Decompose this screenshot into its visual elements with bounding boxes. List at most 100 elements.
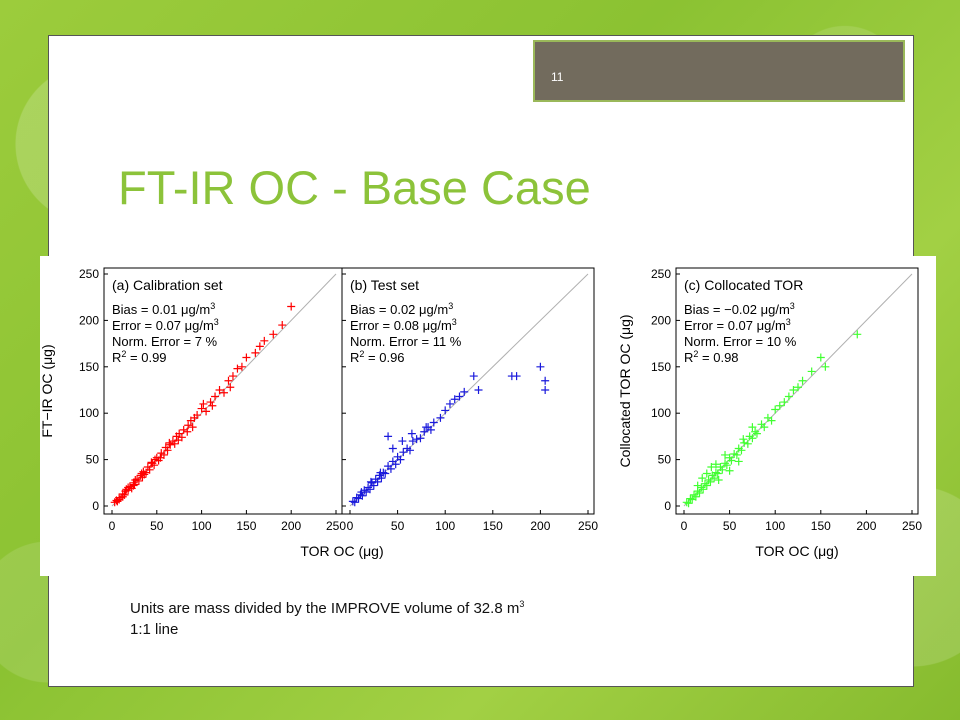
- data-point: [721, 459, 730, 468]
- data-point: [441, 406, 450, 415]
- data-point: [700, 479, 709, 488]
- data-point: [206, 398, 215, 407]
- data-point: [151, 455, 160, 464]
- data-point: [260, 336, 269, 345]
- y-tick-label: 100: [79, 406, 99, 420]
- data-point: [771, 405, 780, 414]
- data-point: [816, 353, 825, 362]
- panel-label: (c) Collocated TOR: [684, 277, 803, 293]
- data-point: [722, 461, 731, 470]
- caption-line-note: 1:1 line: [130, 621, 179, 638]
- chart-panel-2: 0 50 100 150 200 250 (b) Test set Bias = 0.02 μ…: [300, 267, 598, 559]
- data-point: [220, 388, 228, 397]
- data-point: [190, 413, 199, 422]
- x-tick-label: 100: [192, 519, 212, 533]
- data-point: [536, 362, 545, 371]
- data-point: [702, 481, 711, 490]
- data-point: [170, 439, 179, 448]
- x-tick-label: 50: [150, 519, 164, 533]
- data-point: [251, 348, 260, 357]
- data-point: [474, 386, 483, 394]
- x-tick-label: 150: [483, 519, 503, 533]
- data-point: [748, 423, 757, 432]
- data-point: [714, 476, 723, 485]
- stat-label: Error = 0.08 μg/m3: [350, 317, 457, 333]
- data-point: [695, 489, 704, 498]
- data-point: [748, 434, 757, 443]
- data-point: [120, 490, 129, 499]
- data-point: [215, 386, 224, 394]
- page-number-tab: 11: [527, 36, 911, 108]
- data-point: [743, 439, 752, 448]
- data-point: [113, 497, 122, 506]
- x-tick-label: 250: [578, 519, 598, 533]
- data-point: [381, 469, 390, 478]
- chart-panel-3: 0 50 100 150 200 250 0 50 100 150 200 250 (c) Colloc…: [617, 267, 922, 559]
- data-point: [412, 435, 421, 444]
- data-point: [408, 437, 417, 446]
- data-point: [226, 383, 235, 392]
- data-point: [188, 423, 197, 432]
- x-tick-label: 50: [723, 519, 737, 533]
- data-point: [686, 494, 695, 503]
- data-point: [386, 464, 395, 473]
- y-axis-label: Collocated TOR OC (μg): [617, 314, 633, 467]
- x-tick-label: 150: [236, 519, 256, 533]
- data-point: [697, 483, 706, 492]
- data-point: [131, 476, 140, 485]
- data-point: [391, 460, 400, 469]
- stat-label: Error = 0.07 μg/m3: [112, 317, 219, 333]
- data-point: [405, 446, 414, 455]
- data-point: [269, 330, 278, 339]
- y-tick-label: 50: [86, 453, 100, 467]
- data-point: [422, 423, 431, 432]
- data-point: [133, 475, 142, 484]
- data-point: [124, 483, 133, 492]
- stat-label: Bias = −0.02 μg/m3: [684, 301, 795, 317]
- data-point: [710, 474, 719, 483]
- data-point: [179, 425, 188, 434]
- data-point: [436, 413, 445, 422]
- data-point: [704, 476, 713, 485]
- data-point: [821, 362, 830, 371]
- data-point: [365, 485, 374, 494]
- data-point: [711, 460, 720, 469]
- x-tick-label: 250: [902, 519, 922, 533]
- stat-label: R2 = 0.96: [350, 349, 405, 365]
- data-point: [752, 429, 761, 438]
- data-point: [794, 383, 802, 392]
- y-tick-label: 0: [92, 499, 99, 513]
- data-point: [740, 438, 749, 447]
- data-point: [798, 376, 807, 385]
- data-point: [737, 446, 746, 455]
- stat-label: Bias = 0.02 μg/m3: [350, 301, 453, 317]
- data-point: [698, 474, 707, 483]
- data-point: [350, 498, 359, 507]
- data-point: [134, 476, 143, 485]
- data-point: [699, 485, 708, 494]
- x-tick-label: 0: [109, 519, 116, 533]
- data-point: [416, 434, 425, 443]
- data-point: [255, 342, 264, 351]
- data-point: [734, 457, 743, 466]
- y-tick-label: 250: [651, 267, 671, 281]
- data-point: [407, 429, 416, 438]
- data-point: [199, 399, 208, 408]
- data-point: [732, 450, 741, 459]
- x-tick-label: 100: [765, 519, 785, 533]
- stat-label: R2 = 0.98: [684, 349, 739, 365]
- y-tick-label: 100: [651, 406, 671, 420]
- data-point: [358, 491, 367, 500]
- x-axis-label: TOR OC (μg): [300, 543, 383, 559]
- data-point: [541, 376, 550, 385]
- stat-label: Error = 0.07 μg/m3: [684, 317, 791, 333]
- data-point: [202, 407, 211, 416]
- data-point: [287, 302, 296, 311]
- one-to-one-line: [349, 273, 589, 507]
- data-point: [739, 435, 748, 444]
- data-point: [512, 372, 521, 381]
- data-point: [784, 392, 793, 401]
- caption-units-sup: 3: [519, 599, 525, 609]
- data-point: [727, 456, 736, 465]
